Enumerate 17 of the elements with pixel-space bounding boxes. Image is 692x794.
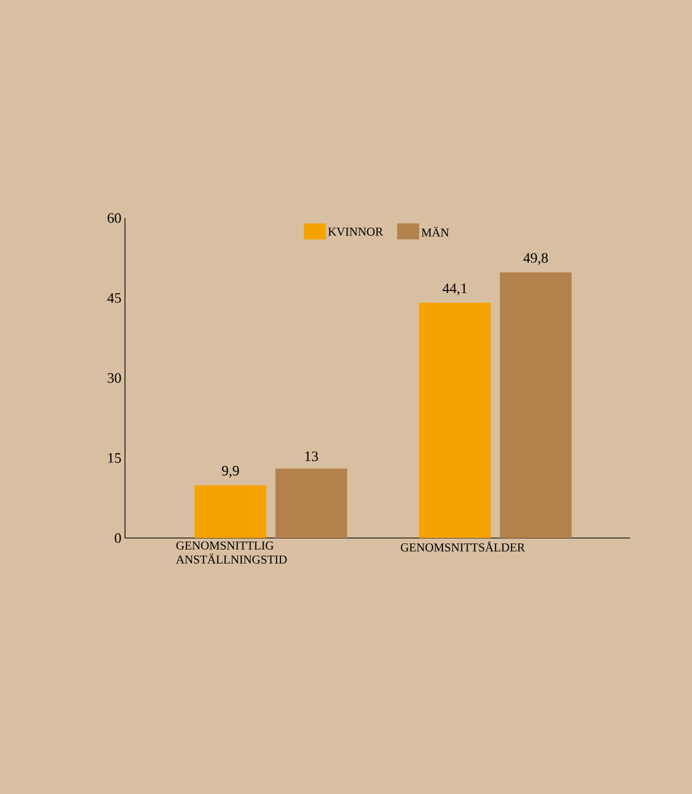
x-tick-label: GENOMSNITTLIG ANSTÄLLNINGSTID — [176, 542, 287, 564]
legend-label: KVINNOR — [328, 228, 384, 236]
data-label: 44,1 — [442, 284, 467, 296]
y-tick-label: 0 — [114, 533, 121, 543]
bar — [419, 302, 491, 538]
y-tick-label: 15 — [108, 453, 121, 463]
y-tick-label: 45 — [107, 293, 121, 303]
x-tick-label: GENOMSNITTSÅLDER — [400, 542, 525, 552]
bar — [194, 485, 266, 538]
y-tick-label: 30 — [108, 373, 121, 383]
data-label: 49,8 — [523, 253, 548, 265]
bar — [500, 272, 572, 538]
data-label: 13 — [305, 451, 318, 462]
legend-label: MÄN — [422, 226, 449, 237]
y-tick-label: 60 — [108, 213, 121, 223]
data-label: 9,9 — [222, 466, 239, 478]
bar — [275, 468, 348, 538]
